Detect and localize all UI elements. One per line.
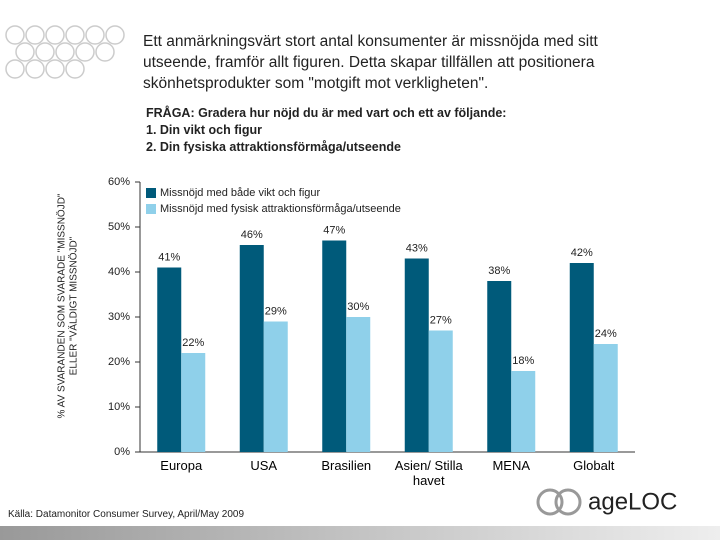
x-tick-label: USA bbox=[250, 458, 278, 473]
x-tick-label: Europa bbox=[160, 458, 203, 473]
footer-bar bbox=[0, 526, 720, 540]
y-tick-label: 50% bbox=[108, 221, 130, 233]
y-tick-label: 20% bbox=[108, 356, 130, 368]
logo-rings bbox=[536, 488, 582, 516]
source: Källa: Datamonitor Consumer Survey, Apri… bbox=[8, 509, 245, 520]
x-tick-label: Globalt bbox=[573, 458, 615, 473]
question-line: 1. Din vikt och figur bbox=[146, 123, 262, 137]
value-label: 43% bbox=[406, 242, 428, 254]
bar bbox=[487, 281, 512, 452]
value-label: 46% bbox=[241, 229, 263, 241]
question-line: 2. Din fysiska attraktionsförmåga/utseen… bbox=[146, 140, 401, 154]
question: FRÅGA: Gradera hur nöjd du är med vart o… bbox=[146, 105, 506, 156]
value-label: 41% bbox=[158, 251, 180, 263]
value-label: 18% bbox=[512, 355, 534, 367]
value-label: 47% bbox=[323, 224, 345, 236]
x-tick-label: Brasilien bbox=[321, 458, 372, 473]
legend-label: Missnöjd med fysisk attraktionsförmåga/u… bbox=[160, 203, 401, 215]
legend-label: Missnöjd med både vikt och figur bbox=[160, 187, 321, 199]
y-tick-label: 40% bbox=[108, 266, 130, 278]
y-tick-label: 30% bbox=[108, 311, 130, 323]
y-tick-label: 60% bbox=[108, 176, 130, 188]
y-axis-label: ELLER "VÄLDIGT MISSNÖJD" bbox=[68, 236, 80, 375]
value-label: 29% bbox=[265, 305, 287, 317]
logo: ageLOC bbox=[588, 488, 677, 515]
value-label: 30% bbox=[347, 301, 369, 313]
bar bbox=[322, 240, 347, 452]
decor-circles bbox=[5, 25, 125, 79]
bar bbox=[569, 263, 594, 452]
bar bbox=[181, 353, 206, 452]
value-label: 42% bbox=[571, 247, 593, 259]
y-axis-label: % AV SVARANDEN SOM SVARADE "MISSNÖJD" bbox=[56, 193, 68, 418]
bar bbox=[346, 317, 371, 452]
value-label: 22% bbox=[182, 337, 204, 349]
bar bbox=[157, 267, 182, 452]
bar bbox=[428, 330, 453, 452]
title: Ett anmärkningsvärt stort antal konsumen… bbox=[143, 33, 598, 92]
x-tick-label: MENA bbox=[492, 458, 531, 473]
value-label: 24% bbox=[595, 328, 617, 340]
legend-swatch bbox=[146, 204, 156, 214]
value-label: 38% bbox=[488, 265, 510, 277]
legend-swatch bbox=[146, 188, 156, 198]
bar bbox=[511, 371, 536, 452]
bar bbox=[404, 258, 429, 452]
bar bbox=[593, 344, 618, 452]
question-line: FRÅGA: Gradera hur nöjd du är med vart o… bbox=[146, 106, 507, 120]
y-tick-label: 10% bbox=[108, 401, 130, 413]
x-tick-label: Asien/ Stilla havet bbox=[394, 458, 463, 488]
bar bbox=[239, 245, 264, 452]
value-label: 27% bbox=[430, 314, 452, 326]
bar bbox=[263, 321, 288, 452]
y-tick-label: 0% bbox=[114, 446, 130, 458]
